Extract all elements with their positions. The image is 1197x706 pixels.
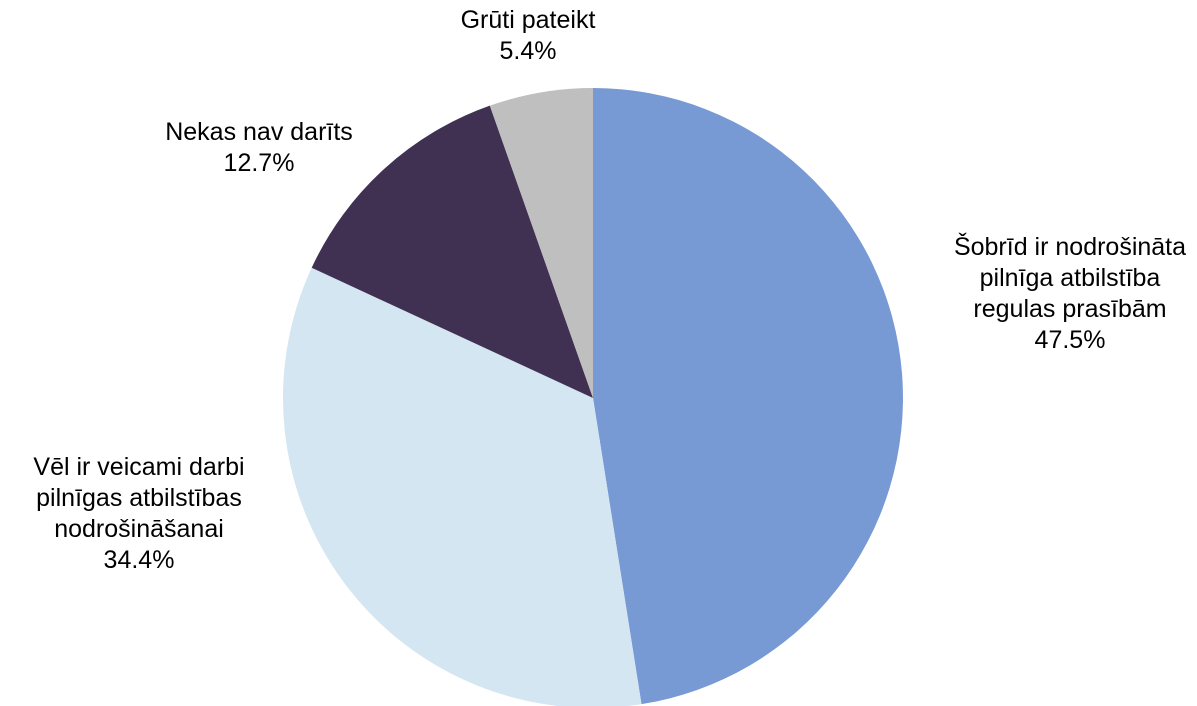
pie-slice-3 [489,88,593,398]
pie-slice-2 [311,105,593,399]
slice-value-label: 12.7% [223,149,295,177]
slice-label-line: regulas prasībām [973,295,1167,323]
slice-label-line: Vēl ir veicami darbi [33,453,245,481]
slice-label-line: pilnīga atbilstība [979,264,1161,292]
slice-label-line: nodrošināšanai [54,515,224,543]
slice-label-hard-to-say: Grūti pateikt 5.4% [461,5,596,67]
slice-label-line: Nekas nav darīts [165,118,353,146]
slice-label-nothing-done: Nekas nav darīts 12.7% [165,117,353,179]
pie-slice-0 [593,88,903,705]
pie-slice-1 [283,267,642,706]
slice-label-line: Šobrīd ir nodrošināta [953,233,1187,261]
slice-value-label: 47.5% [1034,326,1106,354]
pie-slices [283,88,903,706]
slice-label-full-compliance: Šobrīd ir nodrošināta pilnīga atbilstība… [954,232,1186,356]
slice-value-label: 34.4% [103,546,175,574]
slice-label-line: Grūti pateikt [460,6,596,34]
slice-label-work-remaining: Vēl ir veicami darbi pilnīgas atbilstība… [33,452,244,576]
slice-label-line: pilnīgas atbilstības [36,484,242,512]
slice-value-label: 5.4% [499,37,557,65]
